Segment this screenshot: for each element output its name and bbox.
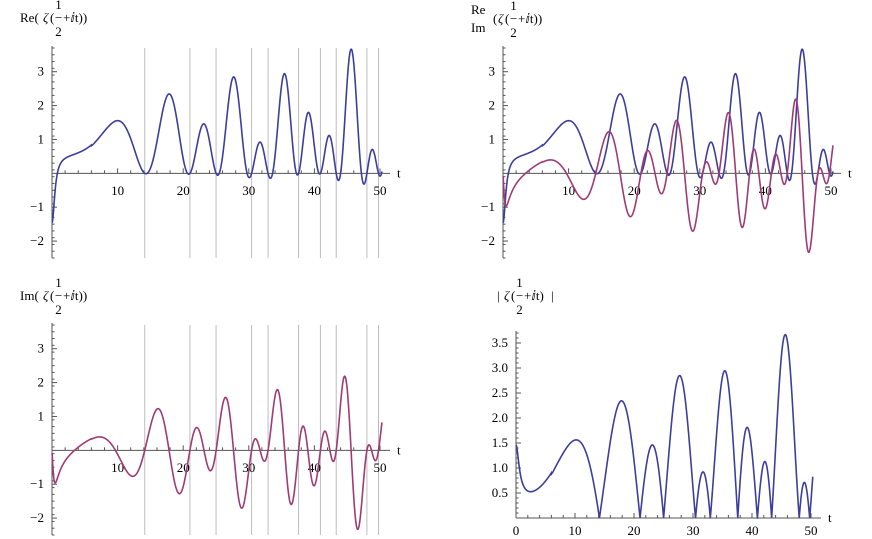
x-tick-label: 10 <box>111 460 124 475</box>
x-tick-label: 40 <box>308 183 321 198</box>
y-tick-label: 3.0 <box>492 360 508 375</box>
title-frac-num: 1 <box>55 0 62 12</box>
x-tick-label: 50 <box>374 460 387 475</box>
plot-title: Re Im (ζ(−1 2+ⅈt)) <box>471 0 542 40</box>
y-tick-label: 1 <box>38 131 45 146</box>
y-tick-label: −2 <box>481 233 495 248</box>
plot-title: Re( ζ(−1 2+ⅈt)) <box>20 0 87 39</box>
title-bar-right: | <box>551 288 554 303</box>
y-tick-label: 2 <box>489 98 496 113</box>
y-tick-label: −1 <box>481 199 495 214</box>
x-tick-label: 10 <box>569 523 582 538</box>
panel-absolute-value: 0 10 20 30 40 50 0.5 1.0 1.5 2.0 2.5 3.0 3.5 t | ζ(−1 2+… <box>492 275 832 538</box>
y-tick-label: 3 <box>38 64 45 79</box>
y-tick-label: −2 <box>30 233 44 248</box>
x-tick-label: 40 <box>746 523 759 538</box>
title-zeta: ζ <box>43 288 49 303</box>
series-line-re <box>502 48 834 223</box>
title-frac-bar: − <box>516 288 523 303</box>
plot-title: Im( ζ(−1 2+ⅈt)) <box>20 275 87 317</box>
title-im: Im <box>471 20 485 35</box>
title-tail: +ⅈt)) <box>518 11 542 26</box>
title-frac-den: 2 <box>55 302 62 317</box>
title-paren: ( <box>511 288 515 303</box>
x-tick-label: 30 <box>242 183 255 198</box>
x-tick-label: 20 <box>177 183 190 198</box>
series-line-abs <box>515 333 814 519</box>
title-tail: +ⅈt)) <box>63 288 87 303</box>
title-bar-left: | <box>497 288 500 303</box>
y-tick-label: −1 <box>30 199 44 214</box>
y-tick-label: 1.0 <box>492 460 508 475</box>
y-tick-label: 2.0 <box>492 410 508 425</box>
title-open: ( <box>493 11 497 26</box>
y-tick-label: −1 <box>30 476 44 491</box>
title-frac-num: 1 <box>510 0 517 13</box>
x-axis-label: t <box>848 165 852 180</box>
title-paren: ( <box>50 10 54 25</box>
x-axis-label: t <box>397 165 401 180</box>
title-frac-bar: − <box>55 288 62 303</box>
series-line-im <box>51 375 383 531</box>
y-tick-label: 2.5 <box>492 385 508 400</box>
y-tick-label: 1 <box>489 131 496 146</box>
y-tick-label: 2 <box>38 98 45 113</box>
title-frac-den: 2 <box>516 302 523 317</box>
title-zeta: ζ <box>43 10 49 25</box>
y-tick-label: 1 <box>38 408 45 423</box>
title-paren: ( <box>505 11 509 26</box>
series-line-re <box>51 48 383 223</box>
title-zeta: ζ <box>504 288 510 303</box>
title-frac-num: 1 <box>516 275 523 290</box>
title-prefix: Re( <box>20 10 39 25</box>
title-frac-bar: − <box>55 10 62 25</box>
x-axis-label: t <box>828 510 832 525</box>
plot-title: | ζ(−1 2+ⅈt) | <box>497 275 554 317</box>
y-tick-label: 3.5 <box>492 335 508 350</box>
y-tick-label: 0.5 <box>492 485 508 500</box>
x-tick-label: 0 <box>513 523 520 538</box>
x-tick-label: 10 <box>111 183 124 198</box>
title-zeta: ζ <box>498 11 504 26</box>
x-tick-label: 20 <box>628 523 641 538</box>
title-tail: +ⅈt) <box>524 288 544 303</box>
title-paren: ( <box>50 288 54 303</box>
x-tick-label: 50 <box>374 183 387 198</box>
x-tick-label: 50 <box>805 523 818 538</box>
title-prefix: Im( <box>20 288 39 303</box>
title-tail: +ⅈt)) <box>63 10 87 25</box>
title-frac-den: 2 <box>510 25 517 40</box>
x-tick-label: 30 <box>687 523 700 538</box>
y-tick-label: 3 <box>489 64 496 79</box>
title-frac-bar: − <box>510 11 517 26</box>
series-line-im <box>502 98 834 254</box>
y-tick-label: 2 <box>38 375 45 390</box>
y-tick-label: −2 <box>30 510 44 525</box>
title-frac-den: 2 <box>55 24 62 39</box>
x-tick-label: 50 <box>825 183 838 198</box>
y-tick-label: 1.5 <box>492 435 508 450</box>
y-tick-label: 3 <box>38 341 45 356</box>
title-frac-num: 1 <box>55 275 62 290</box>
x-axis-label: t <box>397 442 401 457</box>
x-tick-label: 10 <box>562 183 575 198</box>
title-re: Re <box>471 2 486 17</box>
